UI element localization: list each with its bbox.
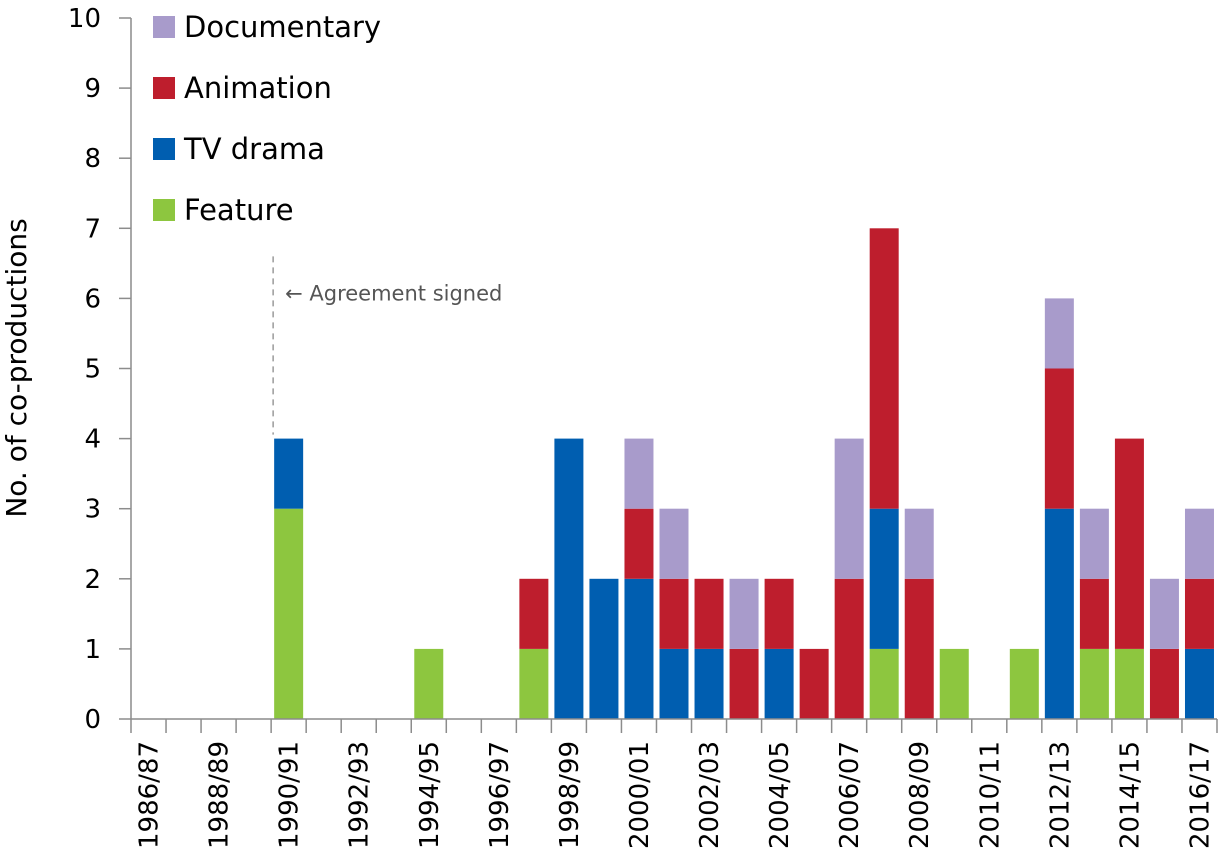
- bar-feature-2007-08: [869, 648, 899, 719]
- x-tick-label: 1992/93: [345, 741, 375, 849]
- x-tick-label: 1998/99: [555, 741, 585, 849]
- bar-documentary-2003-04: [729, 578, 759, 649]
- x-tick-label: 1996/97: [485, 741, 515, 849]
- bars-layer: [274, 228, 1214, 719]
- bar-feature-2011-12: [1009, 648, 1039, 719]
- bar-documentary-2016-17: [1184, 508, 1214, 579]
- bar-animation-2016-17: [1184, 578, 1214, 649]
- bar-tv-drama-2001-02: [659, 648, 689, 719]
- legend-label-tv-drama: TV drama: [183, 132, 325, 166]
- x-tick-label: 2016/17: [1185, 741, 1215, 849]
- bar-animation-2013-14: [1079, 578, 1109, 649]
- bar-documentary-2013-14: [1079, 508, 1109, 579]
- bar-tv-drama-2002-03: [694, 648, 724, 719]
- bar-animation-2005-06: [799, 648, 829, 719]
- bar-animation-2007-08: [869, 228, 899, 509]
- bar-feature-1990-91: [274, 508, 304, 719]
- legend-label-feature: Feature: [184, 193, 294, 227]
- bar-animation-2012-13: [1044, 368, 1074, 509]
- bar-feature-2013-14: [1079, 648, 1109, 719]
- legend-swatch-animation: [153, 77, 175, 99]
- bar-animation-2015-16: [1149, 648, 1179, 719]
- bar-feature-2009-10: [939, 648, 969, 719]
- legend-label-animation: Animation: [184, 71, 332, 105]
- y-tick-label: 10: [68, 4, 101, 34]
- legend-swatch-feature: [153, 199, 175, 221]
- bar-feature-1997-98: [519, 648, 549, 719]
- annotation-layer: ← Agreement signed: [272, 256, 502, 435]
- bar-feature-1994-95: [414, 648, 444, 719]
- bar-tv-drama-1990-91: [274, 438, 304, 509]
- bar-animation-2014-15: [1114, 438, 1144, 649]
- bar-tv-drama-2004-05: [764, 648, 794, 719]
- bar-tv-drama-2016-17: [1184, 648, 1214, 719]
- bar-animation-2006-07: [834, 578, 864, 719]
- bar-documentary-2012-13: [1044, 298, 1074, 369]
- bar-animation-2008-09: [904, 578, 934, 719]
- x-tick-label: 2000/01: [625, 741, 655, 849]
- x-tick-label: 1986/87: [135, 741, 165, 849]
- x-tick-label: 1990/91: [275, 741, 305, 849]
- x-tick-label: 2004/05: [765, 741, 795, 849]
- bar-tv-drama-2000-01: [624, 578, 654, 719]
- x-tick-label: 1994/95: [415, 741, 445, 849]
- x-tick-label: 2014/15: [1115, 741, 1145, 849]
- y-tick-label: 4: [84, 425, 101, 455]
- legend-swatch-documentary: [153, 16, 175, 38]
- y-tick-label: 2: [84, 565, 101, 595]
- x-tick-label: 2010/11: [975, 741, 1005, 849]
- bar-documentary-2008-09: [904, 508, 934, 579]
- y-tick-label: 3: [84, 495, 101, 525]
- y-tick-label: 0: [84, 705, 101, 735]
- bar-tv-drama-1999-00: [589, 578, 619, 719]
- bar-documentary-2015-16: [1149, 578, 1179, 649]
- bar-tv-drama-2007-08: [869, 508, 899, 649]
- bar-animation-2000-01: [624, 508, 654, 579]
- x-tick-label: 2012/13: [1045, 741, 1075, 849]
- y-tick-label: 5: [84, 355, 101, 385]
- legend-label-documentary: Documentary: [184, 10, 381, 44]
- y-axis-title: No. of co-productions: [0, 218, 33, 517]
- bar-documentary-2001-02: [659, 508, 689, 579]
- agreement-annotation: ← Agreement signed: [285, 281, 502, 305]
- y-tick-label: 9: [84, 74, 101, 104]
- x-tick-label: 2008/09: [905, 741, 935, 849]
- x-tick-label: 2002/03: [695, 741, 725, 849]
- bar-animation-1997-98: [519, 578, 549, 649]
- axes-layer: 0 1 2 3 4 5 6 7 8 9 10 1986/87 1988/89 1990/91 1992/93…: [68, 4, 1218, 849]
- bar-animation-2002-03: [694, 578, 724, 649]
- bar-tv-drama-2012-13: [1044, 508, 1074, 719]
- y-tick-label: 8: [84, 144, 101, 174]
- bar-animation-2003-04: [729, 648, 759, 719]
- bar-documentary-2006-07: [834, 438, 864, 579]
- bar-animation-2001-02: [659, 578, 689, 649]
- bar-feature-2014-15: [1114, 648, 1144, 719]
- y-tick-label: 7: [84, 214, 101, 244]
- y-tick-label: 1: [84, 635, 101, 665]
- y-tick-label: 6: [84, 284, 101, 314]
- legend-swatch-tv-drama: [153, 138, 175, 160]
- x-tick-label: 1988/89: [205, 741, 235, 849]
- bar-animation-2004-05: [764, 578, 794, 649]
- legend: Documentary Animation TV drama Feature: [153, 10, 381, 227]
- x-tick-label: 2006/07: [835, 741, 865, 849]
- bar-documentary-2000-01: [624, 438, 654, 509]
- bar-tv-drama-1998-99: [554, 438, 584, 719]
